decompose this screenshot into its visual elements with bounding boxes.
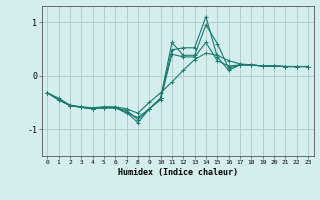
X-axis label: Humidex (Indice chaleur): Humidex (Indice chaleur) [118, 168, 237, 177]
